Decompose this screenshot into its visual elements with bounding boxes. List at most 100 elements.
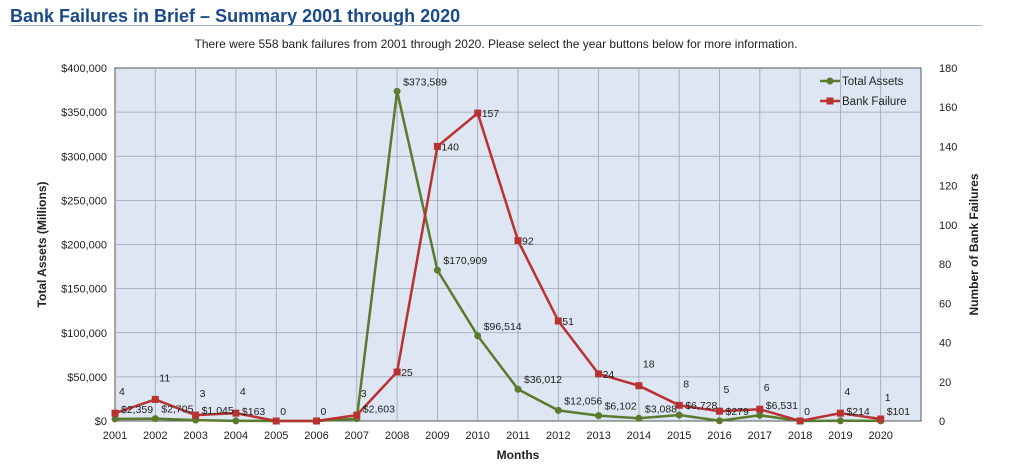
page-subtitle: There were 558 bank failures from 2001 t…: [194, 37, 798, 51]
bank-failure-point: [232, 409, 240, 417]
bank-failure-data-label: 3: [200, 388, 206, 400]
total-assets-point: [836, 417, 844, 425]
bank-failure-point: [836, 409, 844, 417]
y-axis-title-right: Number of Bank Failures: [967, 173, 981, 315]
bank-failure-data-label: 0: [804, 406, 810, 418]
bank-failure-data-label: 140: [441, 141, 459, 153]
total-assets-point: [716, 417, 723, 425]
y-tick-label-left: $400,000: [61, 63, 107, 75]
x-tick-label: 2006: [304, 430, 328, 442]
legend-label: Bank Failure: [842, 96, 907, 108]
y-tick-label-left: $200,000: [61, 240, 107, 252]
bank-failure-point: [474, 109, 482, 117]
y-tick-label-right: 180: [939, 63, 957, 75]
bank-failure-point: [756, 405, 764, 413]
total-assets-point: [433, 266, 441, 274]
total-assets-data-label: $214: [846, 406, 870, 418]
y-axis-title-left: Total Assets (Millions): [35, 181, 49, 307]
y-tick-label-left: $350,000: [61, 107, 107, 119]
bank-failure-point: [393, 368, 401, 376]
page-title: Bank Failures in Brief – Summary 2001 th…: [10, 6, 461, 26]
bank-failure-point: [514, 237, 522, 245]
bank-failure-data-label: 6: [764, 382, 770, 394]
x-tick-label: 2018: [788, 430, 812, 442]
bank-failure-data-label: 92: [522, 236, 534, 248]
x-tick-label: 2012: [546, 430, 570, 442]
y-tick-label-right: 40: [939, 338, 951, 350]
y-tick-label-right: 80: [939, 259, 951, 271]
total-assets-point: [232, 417, 240, 425]
bank-failure-point: [151, 395, 159, 403]
legend-label: Total Assets: [842, 76, 904, 88]
bank-failure-data-label: 0: [321, 406, 327, 418]
x-tick-label: 2002: [143, 430, 167, 442]
bank-failure-data-label: 8: [683, 378, 689, 390]
total-assets-point: [595, 412, 603, 420]
y-tick-label-right: 160: [939, 102, 957, 114]
bank-failure-point: [353, 411, 361, 419]
title-divider: [10, 25, 982, 26]
total-assets-data-label: $6,102: [605, 401, 637, 413]
y-tick-label-right: 0: [939, 416, 945, 428]
y-tick-label-right: 140: [939, 141, 957, 153]
total-assets-data-label: $279: [726, 406, 750, 418]
bank-failure-data-label: 18: [643, 359, 655, 371]
bank-failure-data-label: 4: [844, 386, 850, 398]
y-tick-label-right: 120: [939, 181, 957, 193]
bank-failure-point: [192, 411, 200, 419]
total-assets-point: [151, 415, 159, 423]
bank-failure-line: [114, 110, 881, 423]
x-tick-label: 2015: [667, 430, 691, 442]
bank-failure-data-label: 157: [482, 108, 500, 120]
x-tick-label: 2008: [385, 430, 409, 442]
y-tick-label-left: $50,000: [67, 372, 107, 384]
total-assets-data-label: $6,728: [685, 400, 717, 412]
bank-failure-point: [796, 417, 804, 425]
bank-failure-point: [313, 417, 320, 425]
total-assets-data-label: $1,045: [202, 405, 234, 417]
total-assets-data-label: $36,012: [524, 374, 562, 386]
total-assets-data-label: $170,909: [443, 255, 487, 267]
bank-failure-point: [877, 415, 885, 423]
total-assets-data-label: $96,514: [484, 321, 522, 333]
x-tick-label: 2014: [627, 430, 651, 442]
bank-failure-data-label: 4: [119, 386, 125, 398]
total-assets-point: [393, 87, 401, 95]
x-tick-label: 2009: [425, 430, 449, 442]
total-assets-data-label: $373,589: [403, 76, 447, 88]
y-tick-label-left: $250,000: [61, 195, 107, 207]
total-assets-point: [756, 411, 764, 419]
y-tick-label-right: 60: [939, 298, 951, 310]
x-tick-label: 2010: [465, 430, 489, 442]
total-assets-point: [514, 385, 522, 393]
total-assets-line: [114, 91, 881, 423]
bank-failure-point: [433, 142, 441, 150]
y-tick-label-left: $150,000: [61, 284, 107, 296]
y-tick-label-right: 20: [939, 377, 951, 389]
total-assets-data-label: $101: [887, 406, 911, 418]
bank-failure-data-label: 51: [562, 316, 574, 328]
bank-failure-point: [595, 370, 603, 378]
x-tick-label: 2017: [748, 430, 772, 442]
total-assets-data-label: $2,705: [161, 404, 193, 416]
total-assets-point: [554, 406, 562, 414]
bank-failure-data-label: 25: [401, 367, 413, 379]
bank-failure-point: [272, 417, 280, 425]
total-assets-data-label: $2,359: [121, 404, 153, 416]
total-assets-data-label: $12,056: [564, 395, 602, 407]
bank-failure-point: [675, 401, 683, 409]
bank-failure-data-label: 24: [603, 369, 615, 381]
total-assets-data-label: $163: [242, 406, 266, 418]
y-tick-label-right: 100: [939, 220, 957, 232]
x-tick-label: 2005: [264, 430, 288, 442]
x-tick-label: 2020: [868, 430, 892, 442]
y-tick-label-left: $100,000: [61, 328, 107, 340]
x-tick-label: 2004: [224, 430, 248, 442]
bank-failure-point: [716, 407, 723, 415]
x-tick-label: 2007: [345, 430, 369, 442]
bank-failure-data-label: 11: [159, 372, 170, 384]
total-assets-point: [474, 332, 482, 340]
total-assets-data-label: $6,531: [766, 400, 798, 412]
x-tick-label: 2003: [183, 430, 207, 442]
